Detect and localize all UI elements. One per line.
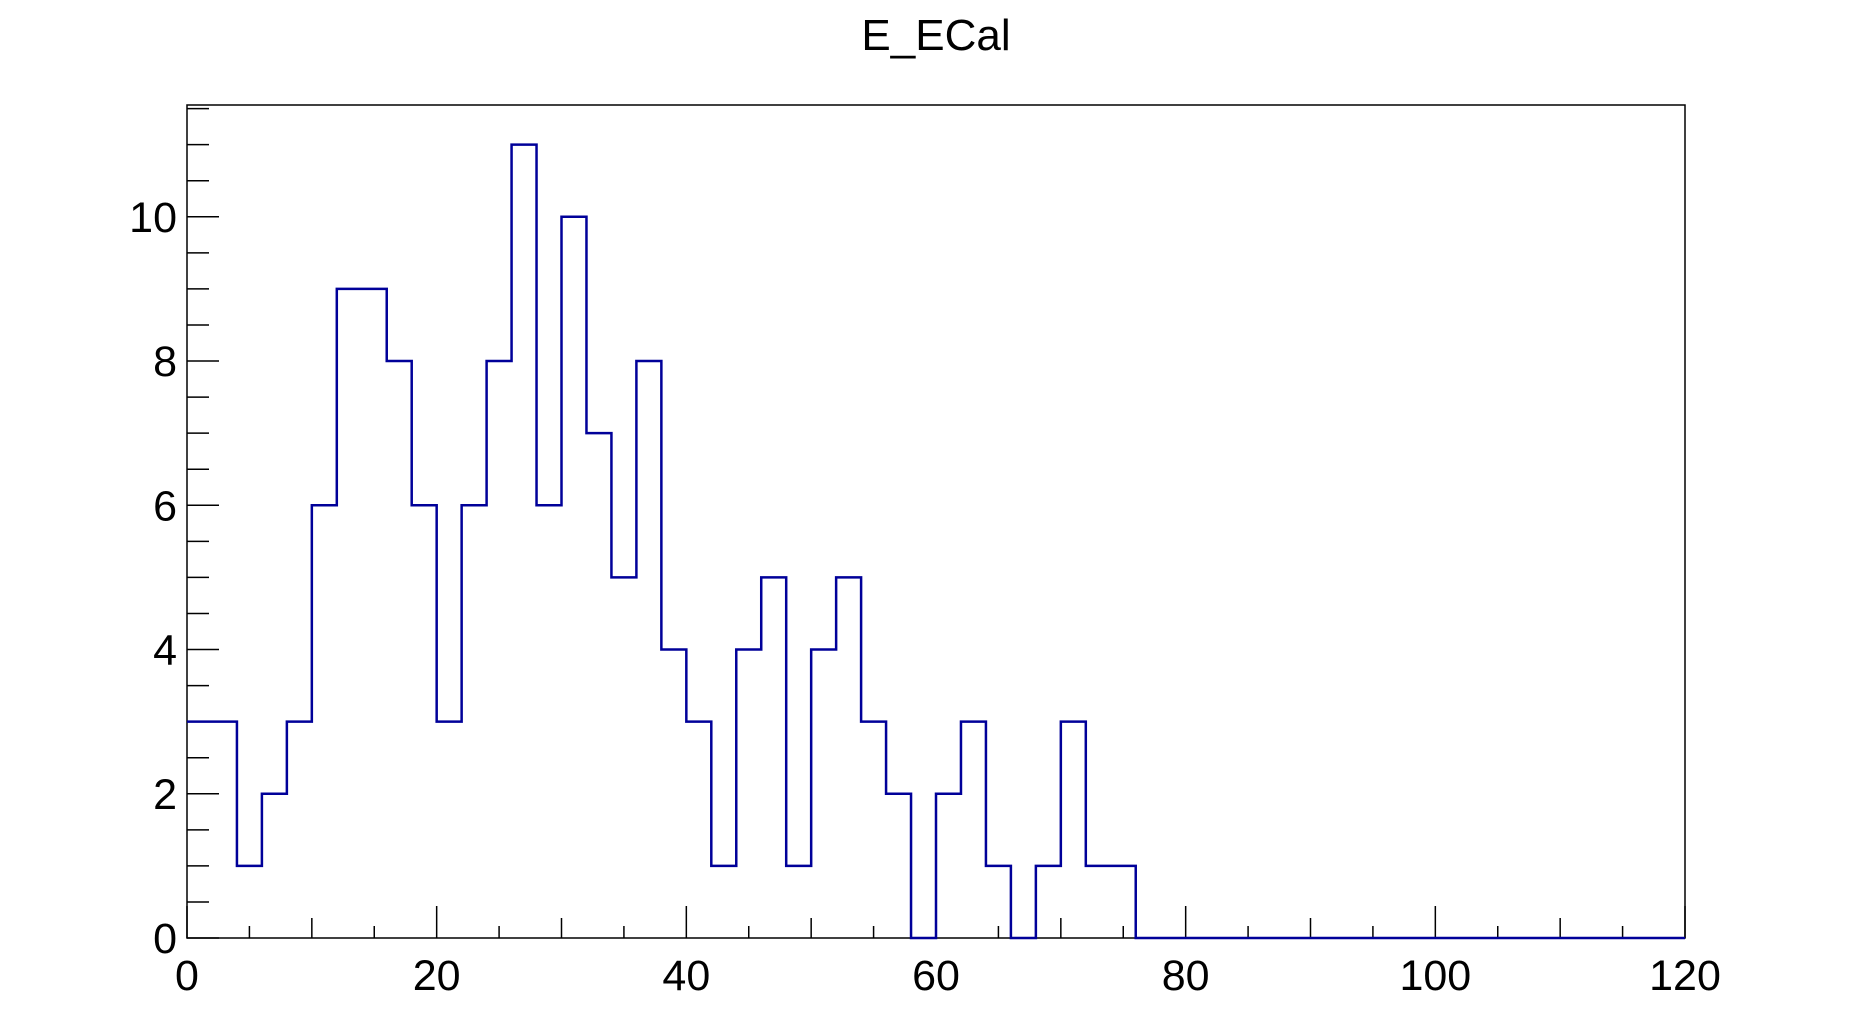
axis-tick-labels: 0 20 40 60 80 100 120 0 2 4 6 8 10 [129, 194, 1721, 1000]
x-tick-label: 100 [1399, 952, 1471, 1000]
x-tick-label: 60 [912, 952, 960, 1000]
y-tick-label: 10 [129, 194, 177, 242]
y-tick-label: 6 [153, 482, 177, 530]
y-tick-label: 2 [153, 771, 177, 819]
x-tick-label: 80 [1162, 952, 1210, 1000]
histogram-series-line [187, 143, 1685, 940]
x-tick-label: 20 [413, 952, 461, 1000]
x-tick-label: 0 [175, 952, 199, 1000]
y-tick-label: 4 [153, 627, 177, 675]
chart-title: E_ECal [861, 11, 1010, 60]
x-tick-label: 40 [662, 952, 710, 1000]
x-tick-label: 120 [1649, 952, 1721, 1000]
y-tick-label: 0 [153, 915, 177, 963]
y-tick-label: 8 [153, 338, 177, 386]
